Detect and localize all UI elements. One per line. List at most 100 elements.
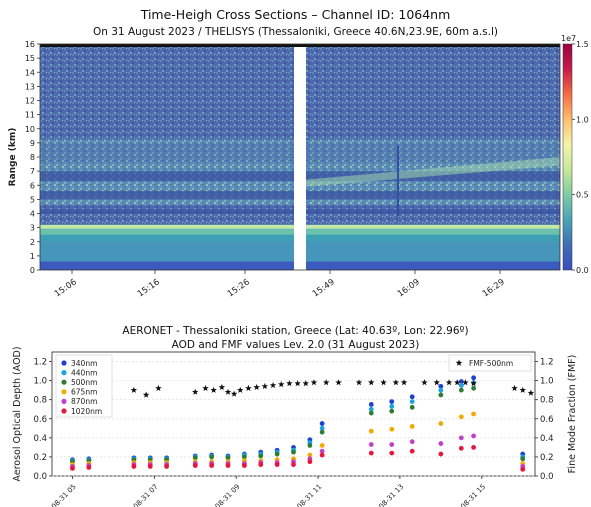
aod-point-500nm	[307, 443, 313, 448]
y-tick-label: 16	[25, 40, 35, 49]
heatmap-rising-layer	[306, 157, 560, 187]
fmf-point	[224, 388, 232, 395]
fmf-point	[269, 382, 277, 389]
aod-point-1020nm	[471, 444, 477, 450]
aod-point-870nm	[389, 442, 395, 447]
aod-point-675nm	[307, 452, 313, 458]
y-tick-label: 13	[25, 82, 35, 91]
aod-point-1020nm	[147, 464, 153, 469]
aeronet-chart-subtitle: AOD and FMF values Lev. 2.0 (31 August 2…	[171, 339, 420, 351]
y-tick-label: 0.2	[33, 453, 47, 463]
aod-point-675nm	[458, 414, 464, 420]
fmf-point	[230, 390, 238, 397]
aod-point-675nm	[368, 428, 374, 434]
aod-point-1020nm	[409, 448, 415, 454]
fmf-point	[202, 384, 209, 391]
legend-label: FMF-500nm	[469, 359, 513, 368]
legend-marker-fmf	[455, 359, 463, 366]
aod-point-440nm	[438, 387, 444, 393]
fmf-point	[462, 379, 469, 386]
aod-point-500nm	[520, 456, 526, 462]
colorbar-tick-label: 0.5	[576, 191, 589, 200]
aeronet-scatter-chart: 0.0 0.0 0.2 0.2 0.4 0.4 0.6 0.6 0.8 0.8 1.0 1.0 1.2 1…	[12, 346, 578, 507]
heatmap-streak	[397, 145, 399, 217]
y2-tick-label: 1.2	[540, 358, 554, 368]
fmf-point	[278, 381, 285, 388]
y-tick-label: 12	[25, 97, 35, 106]
aeronet-chart-title: AERONET - Thessaloniki station, Greece (…	[122, 325, 469, 337]
lidar-chart-subtitle: On 31 August 2023 / THELISYS (Thessaloni…	[92, 26, 499, 38]
fmf-point	[218, 383, 226, 390]
fmf-point	[294, 380, 301, 387]
aod-point-675nm	[471, 411, 477, 417]
y-tick-label: 15	[25, 54, 35, 63]
aod-point-500nm	[389, 408, 395, 414]
fmf-point	[286, 380, 293, 387]
fmf-point	[392, 379, 400, 386]
aod-point-440nm	[458, 382, 464, 388]
aod-point-1020nm	[164, 464, 170, 469]
aod-point-500nm	[274, 451, 280, 457]
aod-point-1020nm	[131, 464, 137, 469]
y-tick-label: 14	[25, 68, 35, 77]
aod-point-340nm	[438, 383, 444, 389]
legend-label: 500nm	[71, 378, 97, 387]
x-tick-label: 16:29	[481, 277, 507, 299]
y-tick-label: 1	[30, 252, 35, 261]
legend-marker-340nm	[61, 360, 67, 366]
fmf-point	[155, 384, 162, 391]
y-tick-label: 6	[30, 181, 35, 190]
y-tick-label: 0.6	[33, 415, 47, 425]
x-tick-label: 08-31 05	[50, 483, 78, 507]
aod-point-1020nm	[86, 465, 92, 470]
y-tick-label: 4	[30, 210, 35, 219]
lidar-chart-title: Time-Heigh Cross Sections – Channel ID: …	[140, 7, 451, 22]
heatmap-top-edge	[40, 44, 560, 47]
aod-point-1020nm	[307, 459, 313, 465]
aod-point-500nm	[409, 404, 415, 410]
x-tick-label: 16:09	[396, 277, 422, 299]
aod-point-440nm	[389, 403, 395, 409]
y2-tick-label: 1.0	[540, 377, 554, 387]
fmf-point	[323, 379, 330, 386]
fmf-point	[470, 380, 477, 387]
y-tick-label: 5	[30, 195, 35, 204]
aod-point-1020nm	[70, 465, 75, 471]
aod-point-675nm	[438, 421, 444, 426]
aod-point-500nm	[209, 454, 215, 460]
x-tick-label: 08-31 13	[377, 483, 405, 507]
fmf-point	[302, 380, 309, 387]
x-tick-label: 08-31 09	[214, 483, 242, 507]
y-tick-label: 0.8	[33, 396, 47, 406]
fmf-point	[421, 379, 428, 386]
aod-point-1020nm	[274, 462, 280, 467]
aod-point-1020nm	[520, 466, 526, 472]
aod-point-1020nm	[258, 462, 264, 467]
aod-point-500nm	[368, 410, 374, 416]
fmf-point	[192, 388, 199, 395]
aod-point-1020nm	[209, 463, 215, 468]
legend-label: 675nm	[71, 388, 97, 397]
fmf-point	[454, 379, 461, 386]
x-tick-label: 15:16	[136, 277, 162, 299]
y-tick-label: 10	[25, 125, 35, 134]
fmf-point	[511, 384, 518, 391]
fmf-point	[335, 379, 342, 386]
aod-point-870nm	[409, 439, 415, 445]
aod-point-340nm	[389, 399, 395, 404]
aod-point-870nm	[471, 433, 477, 439]
aod-point-340nm	[368, 402, 374, 407]
fmf-point	[368, 379, 375, 386]
legend-label: 1020nm	[71, 407, 102, 416]
aod-point-440nm	[319, 425, 325, 431]
x-tick-label: 08-31 15	[459, 483, 487, 507]
y-tick-label: 1.0	[33, 377, 47, 387]
fmf-point	[237, 386, 244, 393]
legend-marker-440nm	[61, 370, 67, 376]
aod-point-1020nm	[458, 445, 464, 451]
y-tick-label: 11	[25, 111, 35, 120]
legend-label: 440nm	[71, 368, 97, 377]
aod-point-1020nm	[225, 463, 231, 468]
fmf-point	[261, 382, 269, 390]
